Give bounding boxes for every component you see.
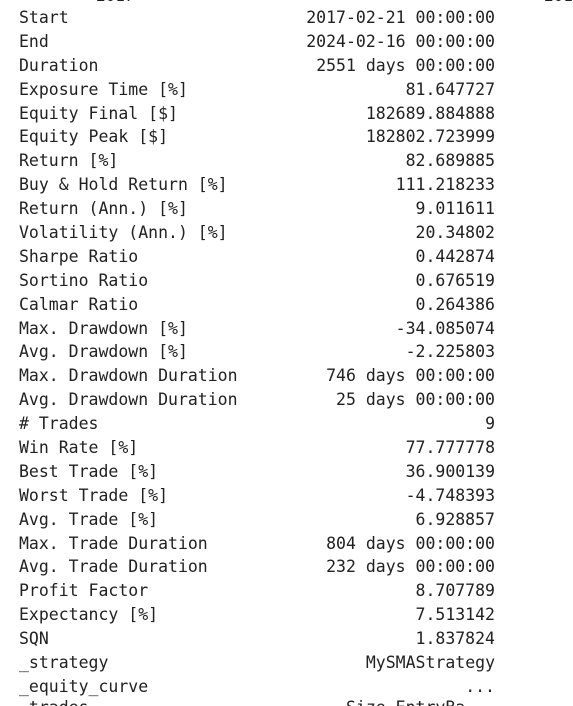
stat-value: 0.442874 xyxy=(415,246,495,266)
stat-key: Avg. Drawdown Duration xyxy=(19,390,238,410)
stat-row: Avg. Trade Duration 232 days 00:00:00 xyxy=(19,555,495,579)
stat-value: 1.837824 xyxy=(415,629,495,649)
stat-row: Exposure Time [%] 81.647727 xyxy=(19,78,495,102)
stat-key: SQN xyxy=(19,629,49,649)
stat-value: Size EntryBa... xyxy=(346,696,495,706)
stat-row: Max. Drawdown Duration 746 days 00:00:00 xyxy=(19,364,495,388)
stat-key: Sortino Ratio xyxy=(19,270,149,290)
stat-value: 2024-02-16 00:00:00 xyxy=(306,31,495,51)
stat-row: Return [%] 82.689885 xyxy=(19,149,495,173)
stat-row: Return (Ann.) [%] 9.011611 xyxy=(19,197,495,221)
stat-row: Max. Trade Duration 804 days 00:00:00 xyxy=(19,532,495,556)
stat-value: 20.34802 xyxy=(415,223,495,243)
stat-row: Duration 2551 days 00:00:00 xyxy=(19,54,495,78)
stat-key: Avg. Drawdown [%] xyxy=(19,342,188,362)
stat-value: 182689.884888 xyxy=(365,103,495,123)
stat-value: -34.085074 xyxy=(395,318,495,338)
stat-key: Max. Trade Duration xyxy=(19,533,208,553)
clipped-previous-output-right: 2018 xyxy=(544,0,573,5)
stat-key: Max. Drawdown Duration xyxy=(19,366,238,386)
stat-key: _strategy xyxy=(19,653,109,673)
stat-key: # Trades xyxy=(19,414,99,434)
clipped-previous-output-left: 2017 xyxy=(96,0,135,5)
stat-key: Avg. Trade Duration xyxy=(19,557,208,577)
stat-key: Buy & Hold Return [%] xyxy=(19,175,228,195)
stat-row: Calmar Ratio 0.264386 xyxy=(19,293,495,317)
backtest-stats-table: Start 2017-02-21 00:00:00 End 2024-02-16 00… xyxy=(19,6,495,699)
stat-key: Start xyxy=(19,8,69,27)
stat-row-trades-clipped: _trades Size EntryBa... xyxy=(19,696,495,706)
stat-row: Best Trade [%] 36.900139 xyxy=(19,460,495,484)
stat-value: 2551 days 00:00:00 xyxy=(316,55,495,75)
stat-value: 81.647727 xyxy=(405,79,495,99)
stat-key: Sharpe Ratio xyxy=(19,246,139,266)
stat-value: 2017-02-21 00:00:00 xyxy=(306,8,495,27)
stat-key: Duration xyxy=(19,55,99,75)
stat-value: 25 days 00:00:00 xyxy=(336,390,495,410)
stat-row: Volatility (Ann.) [%] 20.34802 xyxy=(19,221,495,245)
stat-row: Avg. Drawdown [%] -2.225803 xyxy=(19,340,495,364)
stat-row: Start 2017-02-21 00:00:00 xyxy=(19,6,495,30)
stat-key: Max. Drawdown [%] xyxy=(19,318,188,338)
stat-key: Return (Ann.) [%] xyxy=(19,199,188,219)
stat-row: # Trades 9 xyxy=(19,412,495,436)
stat-key: Equity Final [$] xyxy=(19,103,178,123)
stat-value: 77.777778 xyxy=(405,438,495,458)
stat-key: Best Trade [%] xyxy=(19,461,159,481)
stat-value: 6.928857 xyxy=(415,509,495,529)
stat-key: Exposure Time [%] xyxy=(19,79,188,99)
stat-value: -2.225803 xyxy=(405,342,495,362)
stat-value: 36.900139 xyxy=(405,461,495,481)
stat-value: 7.513142 xyxy=(415,605,495,625)
stat-row: Buy & Hold Return [%] 111.218233 xyxy=(19,173,495,197)
stat-row: _equity_curve... xyxy=(19,675,495,699)
stat-value: MySMAStrategy xyxy=(365,653,495,673)
stat-key: Expectancy [%] xyxy=(19,605,159,625)
stat-value: 9 xyxy=(485,414,495,434)
stat-key: Worst Trade [%] xyxy=(19,485,169,505)
stat-value: 182802.723999 xyxy=(365,127,495,147)
stat-key: Win Rate [%] xyxy=(19,438,139,458)
stat-value: 0.264386 xyxy=(415,294,495,314)
stat-row: _strategy MySMAStrategy xyxy=(19,651,495,675)
stat-row: Expectancy [%] 7.513142 xyxy=(19,603,495,627)
stat-key: End xyxy=(19,31,49,51)
stat-value: 82.689885 xyxy=(405,151,495,171)
stat-value: 232 days 00:00:00 xyxy=(326,557,495,577)
stat-key: Avg. Trade [%] xyxy=(19,509,159,529)
stat-row: Win Rate [%] 77.777778 xyxy=(19,436,495,460)
stat-row: Sortino Ratio 0.676519 xyxy=(19,269,495,293)
stat-value: ... xyxy=(465,676,495,696)
stat-key: _equity_curve xyxy=(19,676,149,696)
stat-key: Volatility (Ann.) [%] xyxy=(19,223,228,243)
stat-key: Equity Peak [$] xyxy=(19,127,169,147)
stat-row: SQN 1.837824 xyxy=(19,627,495,651)
stat-value: 111.218233 xyxy=(395,175,495,195)
stat-row: Sharpe Ratio 0.442874 xyxy=(19,245,495,269)
stat-value: 804 days 00:00:00 xyxy=(326,533,495,553)
stat-row: Avg. Trade [%] 6.928857 xyxy=(19,508,495,532)
stat-key: Calmar Ratio xyxy=(19,294,139,314)
stat-row: Worst Trade [%] -4.748393 xyxy=(19,484,495,508)
stat-key: Profit Factor xyxy=(19,581,149,601)
stat-value: -4.748393 xyxy=(405,485,495,505)
stat-value: 0.676519 xyxy=(415,270,495,290)
stat-row: End 2024-02-16 00:00:00 xyxy=(19,30,495,54)
stat-row: Max. Drawdown [%] -34.085074 xyxy=(19,317,495,341)
stat-value: 9.011611 xyxy=(415,199,495,219)
stat-key: _trades xyxy=(19,696,89,706)
stat-row: Profit Factor 8.707789 xyxy=(19,579,495,603)
stat-value: 8.707789 xyxy=(415,581,495,601)
stat-value: 746 days 00:00:00 xyxy=(326,366,495,386)
stat-row: Equity Final [$] 182689.884888 xyxy=(19,102,495,126)
stat-row: Equity Peak [$] 182802.723999 xyxy=(19,125,495,149)
stat-row: Avg. Drawdown Duration 25 days 00:00:00 xyxy=(19,388,495,412)
stat-key: Return [%] xyxy=(19,151,119,171)
